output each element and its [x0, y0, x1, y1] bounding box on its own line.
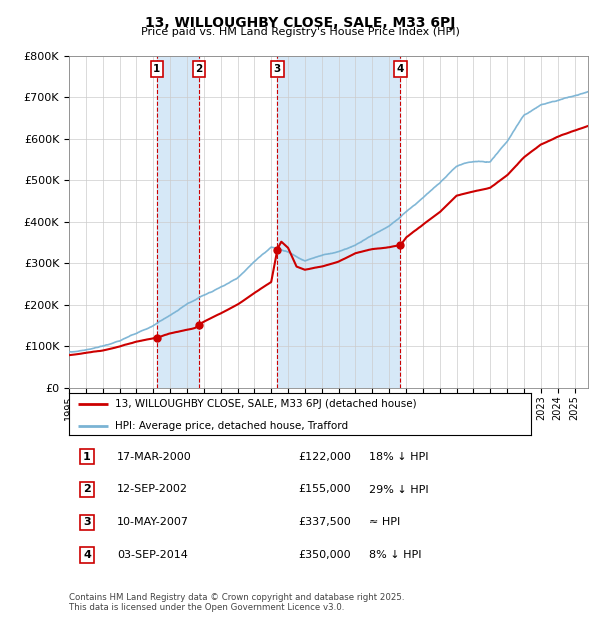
- Text: 29% ↓ HPI: 29% ↓ HPI: [369, 484, 428, 495]
- Bar: [277, 56, 400, 388]
- Bar: [157, 56, 199, 388]
- Text: 13, WILLOUGHBY CLOSE, SALE, M33 6PJ (detached house): 13, WILLOUGHBY CLOSE, SALE, M33 6PJ (det…: [115, 399, 417, 409]
- Text: 1: 1: [153, 64, 160, 74]
- Text: 13, WILLOUGHBY CLOSE, SALE, M33 6PJ: 13, WILLOUGHBY CLOSE, SALE, M33 6PJ: [145, 16, 455, 30]
- Text: £155,000: £155,000: [298, 484, 351, 495]
- Text: 17-MAR-2000: 17-MAR-2000: [117, 451, 192, 462]
- Text: 4: 4: [397, 64, 404, 74]
- Text: 2: 2: [195, 64, 202, 74]
- Text: £337,500: £337,500: [298, 517, 351, 528]
- Text: ≈ HPI: ≈ HPI: [369, 517, 400, 528]
- Text: 10-MAY-2007: 10-MAY-2007: [117, 517, 189, 528]
- Text: 18% ↓ HPI: 18% ↓ HPI: [369, 451, 428, 462]
- Text: Contains HM Land Registry data © Crown copyright and database right 2025.
This d: Contains HM Land Registry data © Crown c…: [69, 593, 404, 612]
- Text: HPI: Average price, detached house, Trafford: HPI: Average price, detached house, Traf…: [115, 421, 349, 431]
- Text: £122,000: £122,000: [298, 451, 351, 462]
- Text: 2: 2: [83, 484, 91, 495]
- Text: £350,000: £350,000: [298, 550, 351, 560]
- Text: 03-SEP-2014: 03-SEP-2014: [117, 550, 188, 560]
- Text: 4: 4: [83, 550, 91, 560]
- Text: 12-SEP-2002: 12-SEP-2002: [117, 484, 188, 495]
- Text: 8% ↓ HPI: 8% ↓ HPI: [369, 550, 421, 560]
- Text: 3: 3: [83, 517, 91, 528]
- Text: 3: 3: [274, 64, 281, 74]
- Text: Price paid vs. HM Land Registry's House Price Index (HPI): Price paid vs. HM Land Registry's House …: [140, 27, 460, 37]
- Text: 1: 1: [83, 451, 91, 462]
